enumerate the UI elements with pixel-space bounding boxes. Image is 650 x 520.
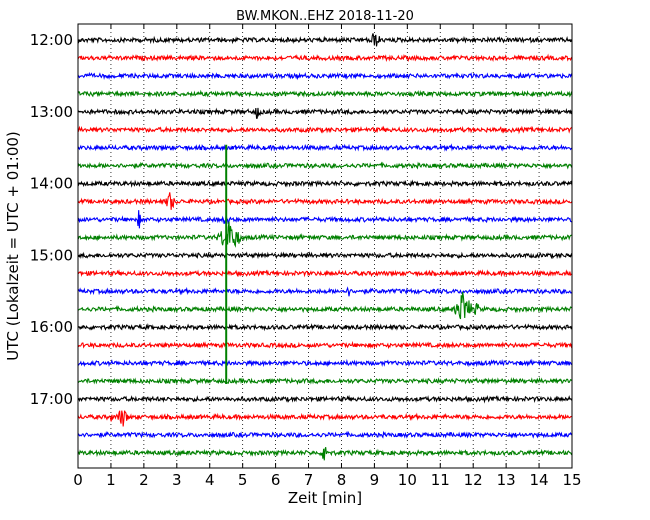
- trace-1245: [77, 89, 573, 98]
- x-tick-label-7: 7: [304, 471, 314, 489]
- ticks: 0 1 2 3 4 5 6 7 8 9 10 11 12 13 14 1512:0013:0014:0015:…: [30, 24, 582, 489]
- trace-1730: [77, 430, 573, 439]
- traces: [77, 33, 573, 461]
- y-tick-label-1300: 13:00: [30, 103, 73, 121]
- x-axis-label: Zeit [min]: [288, 489, 362, 507]
- x-tick-label-2: 2: [139, 471, 149, 489]
- plot-frame: [77, 23, 573, 469]
- trace-1400: [77, 179, 573, 188]
- y-tick-label-1500: 15:00: [30, 246, 73, 264]
- x-tick-label-6: 6: [271, 471, 281, 489]
- trace-1415: [77, 192, 573, 210]
- trace-1345: [77, 161, 573, 170]
- trace-1330: [77, 143, 573, 152]
- trace-1300: [77, 107, 573, 119]
- y-tick-label-1700: 17:00: [30, 390, 73, 408]
- trace-1600: [77, 322, 573, 332]
- y-tick-label-1400: 14:00: [30, 175, 73, 193]
- trace-1445: [77, 221, 573, 248]
- trace-1215: [77, 53, 573, 63]
- x-tick-label-13: 13: [497, 471, 516, 489]
- x-tick-label-4: 4: [205, 471, 215, 489]
- trace-1500: [77, 251, 573, 260]
- chart-title: BW.MKON..EHZ 2018-11-20: [236, 9, 414, 24]
- trace-1715: [77, 410, 573, 427]
- y-tick-label-1600: 16:00: [30, 318, 73, 336]
- trace-1645: [77, 376, 573, 386]
- trace-1430: [77, 210, 573, 229]
- trace-1230: [77, 71, 573, 81]
- trace-1700: [77, 394, 573, 404]
- trace-1515: [77, 269, 573, 278]
- x-tick-label-12: 12: [464, 471, 483, 489]
- x-tick-label-14: 14: [530, 471, 549, 489]
- grid-lines: [110, 24, 540, 468]
- trace-1315: [77, 125, 573, 135]
- x-tick-label-1: 1: [106, 471, 116, 489]
- x-tick-label-8: 8: [337, 471, 347, 489]
- y-tick-label-1200: 12:00: [30, 31, 73, 49]
- x-tick-label-0: 0: [73, 471, 83, 489]
- x-tick-label-15: 15: [562, 471, 581, 489]
- trace-1745: [77, 447, 573, 461]
- x-tick-label-9: 9: [370, 471, 380, 489]
- x-tick-label-10: 10: [398, 471, 417, 489]
- y-axis-label: UTC (Lokalzeit = UTC + 01:00): [4, 131, 22, 361]
- trace-1200: [77, 33, 573, 47]
- x-tick-label-3: 3: [172, 471, 182, 489]
- trace-1630: [77, 358, 573, 368]
- trace-1545: [77, 291, 573, 320]
- x-tick-label-5: 5: [238, 471, 248, 489]
- trace-1530: [77, 286, 573, 297]
- trace-1615: [77, 340, 573, 350]
- x-tick-label-11: 11: [431, 471, 450, 489]
